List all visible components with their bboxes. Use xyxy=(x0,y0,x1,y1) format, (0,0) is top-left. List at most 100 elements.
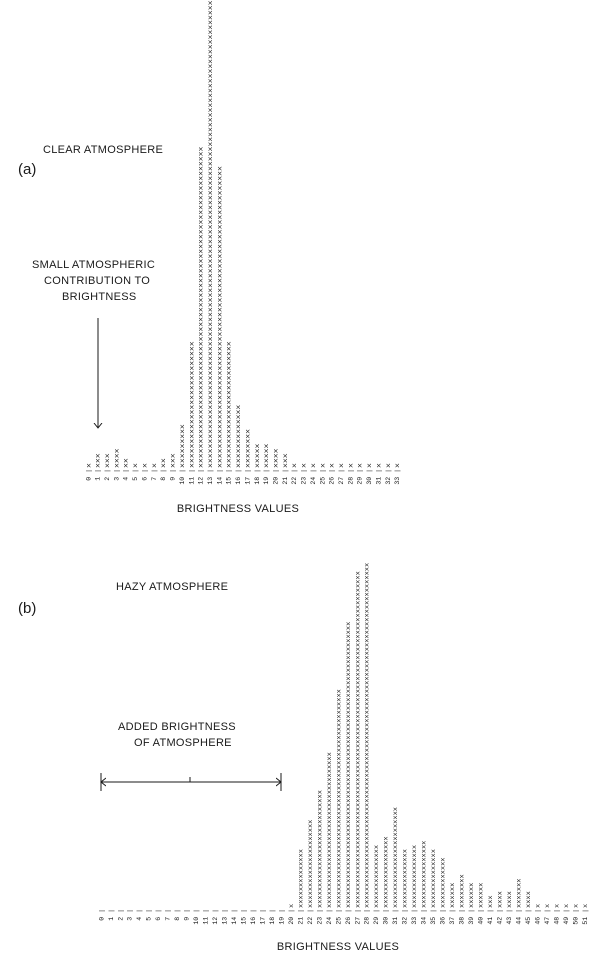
histogram-bar: xxxx xyxy=(113,448,120,468)
histogram-bar: x xyxy=(385,463,392,468)
histogram-bar: xx xyxy=(123,458,130,468)
panel-a-annotation-line-1: SMALL ATMOSPHERIC xyxy=(32,259,155,271)
histogram-bar: xxxxxxxxxxxxxxxxxxxxxxxxxxxxxxxxxxxxxxxx… xyxy=(345,622,352,908)
tick-label: 17 | xyxy=(244,469,251,485)
tick-label: 9 | xyxy=(184,909,191,921)
tick-label: 32 | xyxy=(385,469,392,485)
histogram-bar: xxxxxxxxx xyxy=(179,424,186,468)
tick-label: 6 | xyxy=(155,909,162,921)
histogram-bar: xxxxxxxx xyxy=(459,874,466,908)
histogram-bar: xxxxxxxxxxxxxxxxxxxxxxxxxx xyxy=(226,341,233,468)
histogram-bar: xxxxxxxxxxxxxxxxxxxxxxxxxxxxxxxxxxxxxxxx… xyxy=(207,0,214,468)
tick-label: 20 | xyxy=(273,469,280,485)
tick-label: 8 | xyxy=(174,909,181,921)
histogram-bar: xxxxxxxxxxxxxxxxxxxxxxxxxx xyxy=(188,341,195,468)
histogram-bar: xxxxxxxxxxxxxxxxxxxxxxxxxxxxxxxxxxxxx xyxy=(326,752,333,908)
tick-label: 19 | xyxy=(263,469,270,485)
tick-label: 49 | xyxy=(563,909,570,925)
tick-label: 16 | xyxy=(235,469,242,485)
histogram-bar: x xyxy=(132,463,139,468)
histogram-bar: x xyxy=(572,904,579,908)
histogram-bar: xxxxxx xyxy=(449,883,456,908)
panel-a-title: CLEAR ATMOSPHERE xyxy=(43,144,163,156)
tick-label: 11 | xyxy=(188,469,195,485)
tick-label: 0 | xyxy=(98,909,105,921)
histogram-bar: xxxxxxxxxxxxxxx xyxy=(411,845,418,908)
tick-label: 30 | xyxy=(383,909,390,925)
panel-b: HAZY ATMOSPHERE (b) ADDED BRIGHTNESS OF … xyxy=(18,563,589,953)
tick-label: 14 | xyxy=(216,469,223,485)
tick-label: 25 | xyxy=(319,469,326,485)
histogram-bar: xxxxxxxxxxxxxxxxxxxxx xyxy=(307,820,314,908)
histogram-bar: x xyxy=(534,904,541,908)
histogram-bar: x xyxy=(582,904,589,908)
histogram-bar: xxxxxxxxxxxxxxxx xyxy=(421,841,428,908)
tick-label: 40 | xyxy=(478,909,485,925)
tick-label: 36 | xyxy=(440,909,447,925)
tick-label: 51 | xyxy=(582,909,589,925)
histogram-bar: xxxxx xyxy=(254,443,261,468)
tick-label: 33 | xyxy=(411,909,418,925)
histogram-bar: xxxxxx xyxy=(468,883,475,908)
tick-label: 17 | xyxy=(259,909,266,925)
tick-label: 47 | xyxy=(544,909,551,925)
tick-label: 5 | xyxy=(132,469,139,481)
tick-label: 31 | xyxy=(375,469,382,485)
tick-label: 8 | xyxy=(160,469,167,481)
tick-label: 14 | xyxy=(231,909,238,925)
histogram-bar: xxxxxxxxxxxxxxxxxxxxxxxxxxxxxxxxxxxxxxxx… xyxy=(335,689,342,908)
histogram-bar: xxxxxxxxxxxxxxxxxxxxxxxxxxxxxxxxxxxxxxxx… xyxy=(198,146,205,468)
tick-label: 13 | xyxy=(222,909,229,925)
panel-a: CLEAR ATMOSPHERE (a) SMALL ATMOSPHERIC C… xyxy=(18,0,401,515)
tick-label: 4 | xyxy=(136,909,143,921)
tick-label: 27 | xyxy=(354,909,361,925)
histogram-bar: xxxx xyxy=(525,891,532,908)
tick-label: 26 | xyxy=(345,909,352,925)
histogram-bar: x xyxy=(291,463,298,468)
panel-a-x-axis-label: BRIGHTNESS VALUES xyxy=(177,503,299,515)
panel-b-tick-labels: 0 | 1 | 2 | 3 | 4 | 5 | 6 | 7 | 8 | 9 | 10 | 11 | 12… xyxy=(98,909,588,925)
tick-label: 27 | xyxy=(338,469,345,485)
histogram-bar: xxxxxxxxxxxxxxxxx xyxy=(383,836,390,908)
histogram-bar: xxxxx xyxy=(263,443,270,468)
tick-label: 2 | xyxy=(117,909,124,921)
tick-label: 41 | xyxy=(487,909,494,925)
histogram-bar: xxx xyxy=(104,453,111,468)
histogram-bar: xxxxxxxxxxxxxx xyxy=(430,849,437,908)
histogram-bar: xxxxxxxxxxxxxxxxxxxxxxxxxxxxxxxxxxxxxxxx… xyxy=(364,563,371,908)
histogram-bar: x xyxy=(319,463,326,468)
tick-label: 29 | xyxy=(357,469,364,485)
tick-label: 7 | xyxy=(151,469,158,481)
tick-label: 39 | xyxy=(468,909,475,925)
panel-a-letter: (a) xyxy=(18,161,36,178)
tick-label: 33 | xyxy=(394,469,401,485)
tick-label: 1 | xyxy=(108,909,115,921)
histogram-bar: x xyxy=(151,463,158,468)
tick-label: 21 | xyxy=(282,469,289,485)
histogram-bar: xxx xyxy=(282,453,289,468)
histogram-bar: x xyxy=(563,904,570,908)
histogram-bar: x xyxy=(85,463,92,468)
histogram-bar: x xyxy=(347,463,354,468)
histogram-bar: xxxxxxx xyxy=(515,878,522,908)
histogram-bar: xxxxxxxxxxxx xyxy=(440,857,447,908)
histogram-bar: xxxxxxxxxxxxxx xyxy=(297,849,304,908)
histogram-bar: x xyxy=(394,463,401,468)
histogram-bar: xxxxxxxxxxxxxxxxxxxxxxxxxxxxxxxxxxxxxxxx… xyxy=(216,166,223,468)
panel-a-annotation-line-3: BRIGHTNESS xyxy=(62,291,137,303)
tick-label: 0 | xyxy=(85,469,92,481)
tick-label: 3 | xyxy=(127,909,134,921)
tick-label: 11 | xyxy=(203,909,210,925)
histogram-bar: x xyxy=(288,904,295,908)
tick-label: 1 | xyxy=(95,469,102,481)
tick-label: 22 | xyxy=(291,469,298,485)
panel-b-annotation-line-1: ADDED BRIGHTNESS xyxy=(118,721,236,733)
panel-b-title: HAZY ATMOSPHERE xyxy=(116,581,228,593)
tick-label: 50 | xyxy=(572,909,579,925)
panel-a-bars: x xxx xxx xxxx xx x x x xx xxx xxxxxxxxx xxxxxxxxxx… xyxy=(85,0,401,468)
tick-label: 3 | xyxy=(113,469,120,481)
tick-label: 16 | xyxy=(250,909,257,925)
panel-b-annotation-range-arrow xyxy=(101,773,281,791)
histogram-bar: xxxx xyxy=(496,891,503,908)
